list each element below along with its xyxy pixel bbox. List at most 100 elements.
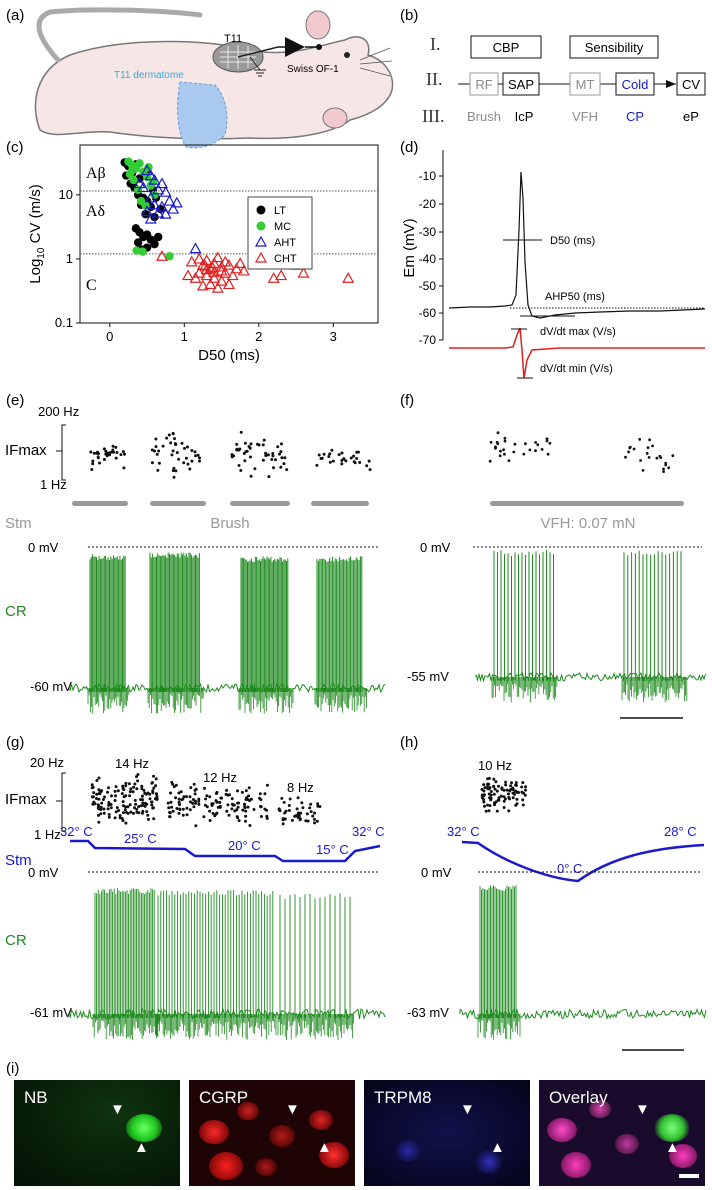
ifmax-dot <box>142 788 146 792</box>
ifmax-dot <box>239 469 243 472</box>
ifmax-dot <box>236 801 240 805</box>
ifmax-dot <box>235 808 239 812</box>
ifmax-dot <box>109 806 113 810</box>
ifmax-dot <box>127 782 131 786</box>
ifmax-dot <box>624 455 627 459</box>
ifmax-dot <box>218 804 222 808</box>
g-ifmax-label: IFmax <box>5 791 47 808</box>
ifmax-dot <box>641 469 645 472</box>
sap-label: SAP <box>508 77 534 92</box>
arrowhead-up-icon: ▲ <box>317 1139 332 1156</box>
ifmax-dot <box>249 455 252 459</box>
ifmax-dot <box>107 815 111 819</box>
region-c: C <box>86 277 97 294</box>
ifmax-dot <box>548 441 552 445</box>
ifmax-dot <box>169 800 173 804</box>
ifmax-dot <box>171 809 175 813</box>
ifmax-dot <box>174 796 178 800</box>
ifmax-dot <box>96 456 100 460</box>
ifmax-dot <box>170 805 174 809</box>
sap-box <box>502 72 540 96</box>
ifmax-dot <box>139 798 143 801</box>
ifmax-dot <box>667 466 671 470</box>
ifmax-dot <box>230 455 234 459</box>
ifmax-dot <box>211 802 215 806</box>
ifmax-dot <box>107 803 111 807</box>
ifmax-dot <box>92 791 96 795</box>
ifmax-dot <box>157 461 161 465</box>
nb-label: NB <box>24 1088 48 1107</box>
point-aht <box>189 242 202 254</box>
ifmax-dot <box>215 790 219 794</box>
ifmax-dot <box>308 806 312 810</box>
spike-burst <box>279 893 351 1018</box>
ifmax-dot <box>534 441 537 444</box>
ifmax-dot <box>165 436 169 440</box>
g-freq-1: 14 Hz <box>115 756 149 771</box>
ifmax-dot <box>178 803 181 807</box>
ifmax-dot <box>328 460 332 464</box>
ifmax-dot <box>492 792 496 796</box>
ap-ytick-20: -20 <box>419 197 437 211</box>
overlay-image: Overlay ▼ ▲ <box>539 1080 705 1186</box>
ifmax-dot <box>482 783 486 787</box>
ifmax-dot <box>120 792 124 796</box>
point-lt <box>150 239 159 249</box>
ifmax-dot <box>185 813 189 817</box>
ifmax-dot <box>204 797 208 801</box>
ifmax-dot <box>484 809 488 813</box>
ifmax-dot <box>124 805 128 809</box>
legend-label: LT <box>274 205 286 217</box>
e-recording-trace <box>69 552 386 714</box>
ifmax-dot <box>328 452 332 456</box>
ifmax-dot <box>290 818 294 822</box>
ifmax-dot <box>131 790 135 794</box>
ap-ytick-10: -10 <box>419 169 437 183</box>
region-abeta: Aβ <box>86 165 106 182</box>
ifmax-dot <box>512 450 516 454</box>
point-cht <box>155 250 168 261</box>
region-adelta: Aδ <box>86 203 105 220</box>
vfh-bottom: VFH <box>572 109 598 124</box>
point-aht <box>144 169 157 181</box>
spike-burst <box>623 550 682 681</box>
h-recording-trace <box>459 885 707 1040</box>
x-tick-label: 0 <box>106 329 113 344</box>
ifmax-dot <box>316 804 320 808</box>
ifmax-dot <box>540 448 544 451</box>
ifmax-dot <box>104 452 108 456</box>
ifmax-dot <box>628 445 632 449</box>
point-aht <box>141 164 154 176</box>
strain-label: Swiss OF-1 <box>287 64 339 75</box>
ifmax-dot <box>279 465 283 469</box>
ifmax-dot <box>115 451 119 454</box>
point-mc <box>135 159 144 168</box>
ifmax-dot <box>242 452 246 455</box>
point-cht <box>182 269 195 281</box>
ifmax-dot <box>154 445 158 449</box>
ifmax-dot <box>102 458 106 461</box>
icp-bottom: IcP <box>515 109 534 124</box>
ifmax-dot <box>342 457 346 461</box>
ifmax-dot <box>215 800 219 804</box>
ifmax-dot <box>171 431 175 435</box>
ifmax-dot <box>515 790 519 794</box>
ifmax-dot <box>274 458 277 462</box>
ifmax-dot <box>511 788 515 792</box>
ifmax-dot <box>272 466 275 470</box>
ifmax-dot <box>102 447 106 451</box>
point-aht <box>170 196 183 208</box>
h-rest-label: -63 mV <box>407 1005 449 1020</box>
ifmax-dot <box>197 802 201 806</box>
ifmax-dot <box>271 452 275 455</box>
legend-marker <box>256 205 266 215</box>
ifmax-dot <box>230 453 234 457</box>
ifmax-dot <box>313 811 316 815</box>
ifmax-dot <box>133 798 137 802</box>
ifmax-dot <box>480 793 484 797</box>
ifmax-dot <box>183 446 186 450</box>
ifmax-dot <box>486 782 490 786</box>
point-cht <box>215 264 228 276</box>
spike-burst <box>94 888 155 1018</box>
h-ifmax-dots <box>480 776 527 813</box>
